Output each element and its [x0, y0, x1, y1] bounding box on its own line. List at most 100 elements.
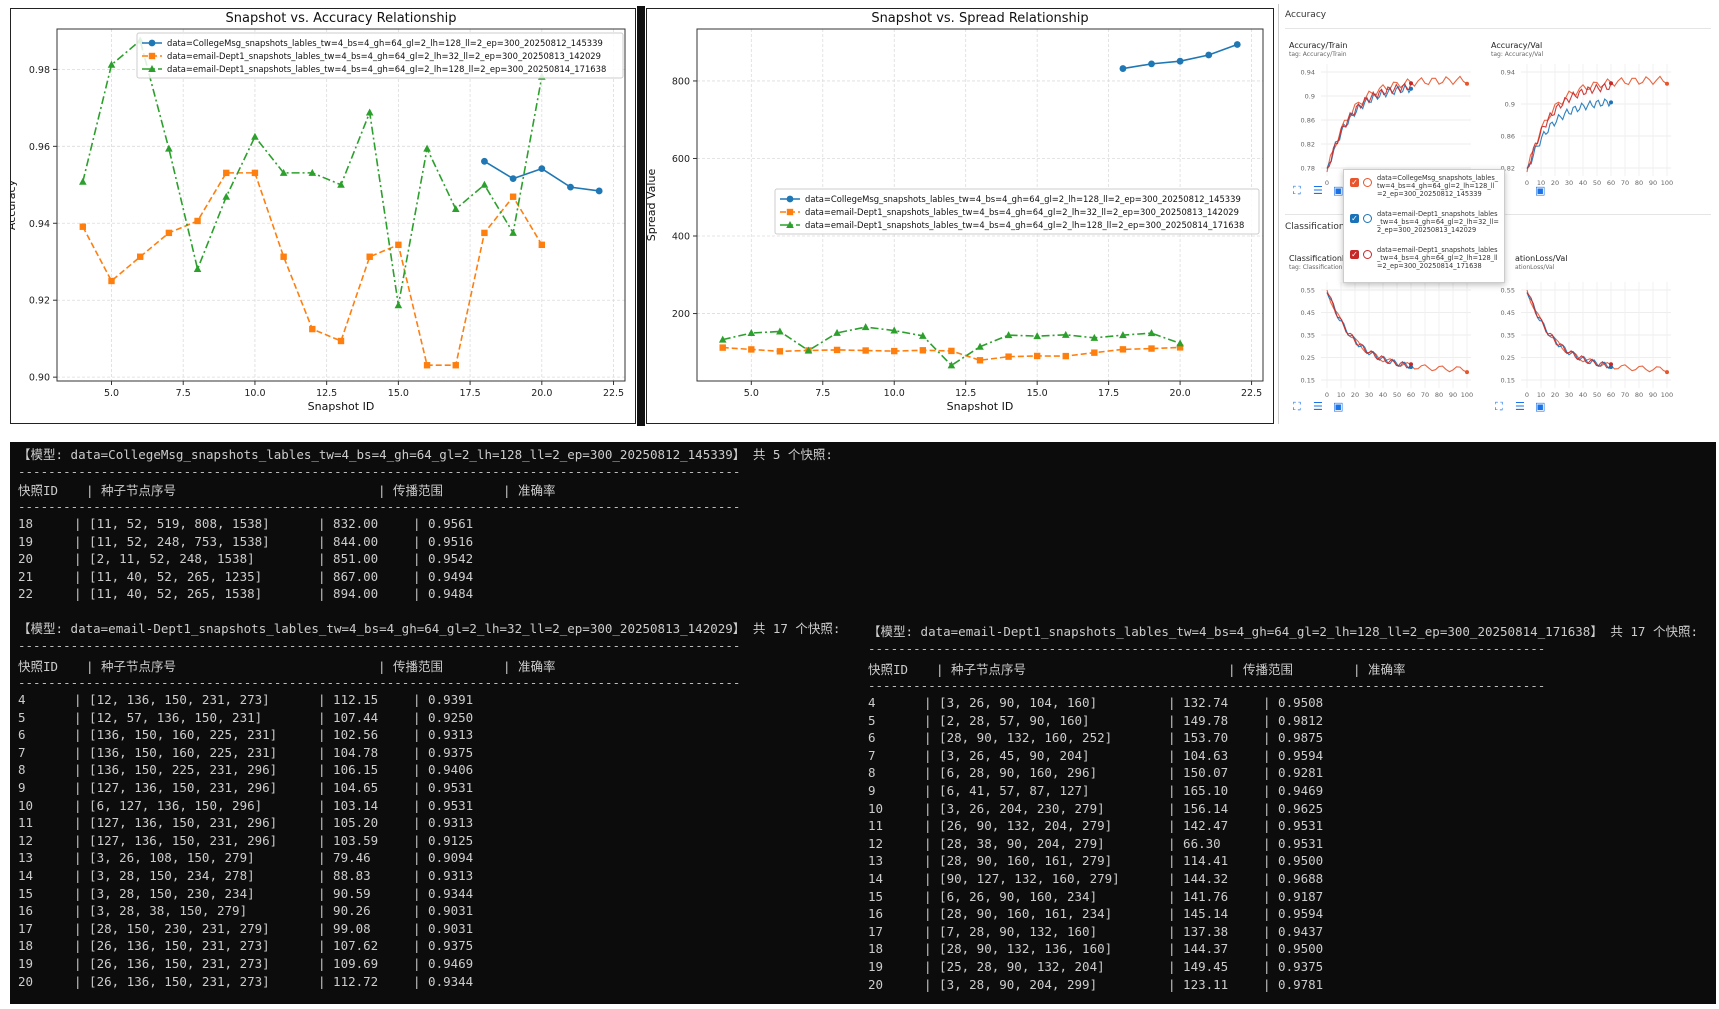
tb-x-tick-label: 20: [1551, 391, 1559, 399]
table-row: 17 | [7, 28, 90, 132, 160] | 137.38 | 0.943…: [868, 924, 1628, 942]
tb-y-tick-label: 0.78: [1301, 165, 1315, 173]
table-row: 18 | [28, 90, 132, 136, 160] | 144.37 | 0.9…: [868, 941, 1628, 959]
tb-list-icon-3[interactable]: ☰: [1515, 400, 1525, 413]
run-color-dot-icon: [1363, 250, 1372, 259]
data-point: [1062, 352, 1069, 360]
cell-accuracy: | 0.9781: [1263, 976, 1324, 992]
cell-accuracy: | 0.9625: [1263, 800, 1324, 816]
data-point: [309, 325, 316, 333]
data-point: [366, 253, 373, 260]
table-row: 4 | [3, 26, 90, 104, 160] | 132.74 | 0.9508: [868, 695, 1628, 713]
cell-spread: | 867.00: [318, 568, 379, 584]
data-point: [365, 108, 374, 116]
data-point: [747, 329, 756, 337]
series-line: [722, 326, 1181, 367]
table-row: 20 | [3, 28, 90, 204, 299] | 123.11 | 0.978…: [868, 977, 1628, 995]
table-header: 快照ID | 种子节点序号 | 传播范围 | 准确率: [18, 480, 778, 498]
tb-fullscreen-icon[interactable]: ⛶: [1293, 184, 1301, 197]
data-point: [1033, 352, 1041, 360]
data-point: [919, 347, 927, 354]
tb-fullscreen-icon-2[interactable]: ⛶: [1293, 400, 1301, 413]
y-tick-label: 0.98: [29, 65, 50, 76]
table-row: 5 | [12, 57, 136, 150, 231] | 107.44 | 0.92…: [18, 710, 778, 728]
tb-x-tick-label: 60: [1407, 391, 1415, 399]
tb-fit-icon-3[interactable]: ▣: [1535, 400, 1546, 413]
tb-x-tick-label: 50: [1593, 179, 1601, 187]
checkbox-icon[interactable]: ✓: [1350, 250, 1359, 259]
cell-spread: | 123.11: [1168, 976, 1229, 992]
cell-snapshot-id: 20: [18, 551, 34, 567]
tb-chart-tag-2: tag: Classification: [1289, 264, 1343, 271]
cell-seed-nodes: | [28, 90, 160, 161, 234]: [924, 906, 1113, 922]
cell-accuracy: | 0.9406: [413, 762, 474, 778]
table-row: 6 | [136, 150, 160, 225, 231] | 102.56 | 0.…: [18, 727, 778, 745]
tb-x-tick-label: 0: [1525, 179, 1529, 187]
cell-spread: | 104.78: [318, 744, 379, 760]
tb-run-curve: [1526, 292, 1612, 369]
tooltip-row[interactable]: ✓ data=email-Dept1_snapshots_lables_tw=4…: [1344, 208, 1504, 242]
data-point: [804, 346, 813, 354]
tb-y-tick-label: 0.82: [1301, 141, 1315, 149]
cell-seed-nodes: | [26, 90, 132, 204, 279]: [924, 818, 1113, 834]
cell-accuracy: | 0.9542: [413, 551, 474, 567]
data-point: [1233, 41, 1241, 48]
cell-snapshot-id: 19: [18, 533, 34, 549]
tooltip-row[interactable]: ✓ data=email-Dept1_snapshots_lables_tw=4…: [1344, 244, 1504, 278]
cell-accuracy: | 0.9391: [413, 692, 474, 707]
tb-x-tick-label: 50: [1393, 391, 1401, 399]
tb-section-loss[interactable]: ClassificationLo: [1285, 222, 1355, 232]
cell-spread: | 103.14: [318, 797, 379, 813]
tb-x-tick-label: 100: [1661, 179, 1673, 187]
cell-spread: | 112.72: [318, 973, 379, 989]
col-header-seeds: | 种子节点序号: [936, 662, 1027, 677]
tb-chart-title-3: ationLoss/Val: [1515, 254, 1568, 263]
cell-seed-nodes: | [28, 38, 90, 204, 279]: [924, 835, 1105, 851]
cell-accuracy: | 0.9344: [413, 973, 474, 989]
tb-section-accuracy[interactable]: Accuracy: [1285, 10, 1327, 20]
tooltip-run-name: data=email-Dept1_snapshots_lables_tw=4_b…: [1377, 246, 1498, 270]
legend-label: data=CollegeMsg_snapshots_lables_tw=4_bs…: [167, 38, 603, 48]
tb-fullscreen-icon-3[interactable]: ⛶: [1495, 400, 1503, 413]
cell-seed-nodes: | [11, 52, 248, 753, 1538]: [74, 533, 270, 549]
tb-y-tick-label: 0.86: [1301, 117, 1315, 125]
tb-fit-icon-2[interactable]: ▣: [1333, 400, 1344, 413]
table-row: 6 | [28, 90, 132, 160, 252] | 153.70 | 0.98…: [868, 730, 1628, 748]
cell-snapshot-id: 22: [18, 586, 34, 602]
tb-fit-icon[interactable]: ▣: [1333, 184, 1344, 197]
col-header-id: 快照ID: [18, 483, 59, 498]
tb-list-icon-2[interactable]: ☰: [1313, 400, 1323, 413]
tb-fit-icon-val[interactable]: ▣: [1535, 184, 1546, 197]
y-tick-label: 0.92: [29, 296, 50, 307]
cell-snapshot-id: 6: [18, 727, 26, 743]
tb-y-tick-label: 0.94: [1501, 69, 1515, 77]
table-row: 12 | [127, 136, 150, 231, 296] | 103.59 | 0…: [18, 833, 778, 851]
checkbox-icon[interactable]: ✓: [1350, 214, 1359, 223]
tb-x-tick-label: 90: [1449, 391, 1457, 399]
cell-snapshot-id: 18: [868, 941, 884, 957]
checkbox-icon[interactable]: ✓: [1350, 178, 1359, 187]
run-color-dot-icon: [1363, 178, 1372, 187]
table-row: 15 | [3, 28, 150, 230, 234] | 90.59 | 0.934…: [18, 886, 778, 904]
data-point: [193, 265, 202, 273]
tooltip-row[interactable]: ✓ data=CollegeMsg_snapshots_lables_tw=4_…: [1344, 172, 1504, 206]
y-tick-label: 800: [672, 76, 690, 87]
tb-y-tick-label: 0.86: [1501, 133, 1515, 141]
cell-spread: | 99.08: [318, 920, 371, 936]
cell-spread: | 137.38: [1168, 923, 1229, 939]
tb-x-tick-label: 20: [1351, 391, 1359, 399]
tb-x-tick-label: 30: [1565, 391, 1573, 399]
tb-run-curve: [1326, 84, 1412, 169]
plot-area: [696, 28, 1264, 382]
x-tick-label: 15.0: [388, 388, 409, 399]
cell-snapshot-id: 9: [868, 783, 876, 798]
cell-spread: | 107.44: [318, 709, 379, 725]
tb-run-endpoint: [1609, 100, 1613, 105]
tb-x-tick-label: 100: [1661, 391, 1673, 399]
tb-y-tick-label: 0.9: [1505, 101, 1515, 109]
tb-list-icon[interactable]: ☰: [1313, 184, 1323, 197]
data-point: [509, 175, 517, 183]
cell-spread: | 844.00: [318, 533, 379, 549]
tb-run-endpoint: [1665, 81, 1669, 86]
tb-x-tick-label: 70: [1421, 391, 1429, 399]
tb-x-tick-label: 30: [1565, 179, 1573, 187]
